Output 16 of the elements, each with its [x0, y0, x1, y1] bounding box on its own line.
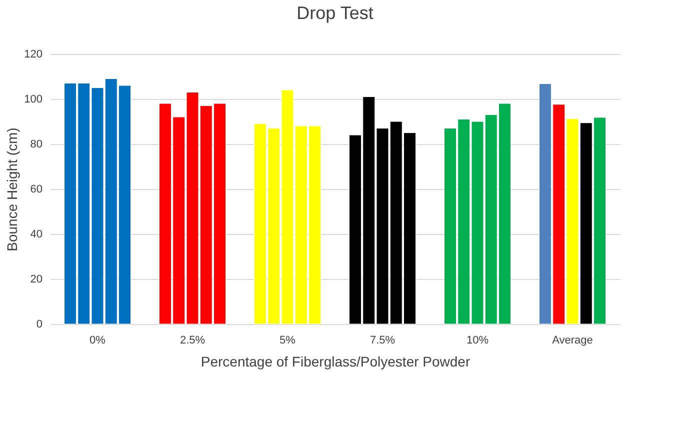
y-tick-label: 20 — [30, 274, 42, 286]
y-tick-label: 40 — [30, 228, 42, 240]
y-axis-title: Bounce Height (cm) — [4, 128, 20, 252]
x-tick-label: 10% — [466, 334, 489, 346]
x-tick-label: 2.5% — [180, 334, 206, 346]
x-tick-label: Average — [552, 334, 593, 346]
x-axis-title: Percentage of Fiberglass/Polyester Powder — [200, 354, 470, 370]
x-tick-label: 5% — [280, 334, 296, 346]
y-tick-label: 0 — [36, 318, 42, 330]
x-tick-label: 0% — [90, 334, 106, 346]
y-tick-label: 60 — [30, 184, 42, 196]
x-tick-label: 7.5% — [370, 334, 396, 346]
y-tick-label: 80 — [30, 138, 42, 150]
y-tick-label: 100 — [24, 94, 42, 106]
chart-title: Drop Test — [296, 3, 374, 23]
y-tick-label: 120 — [24, 48, 42, 60]
